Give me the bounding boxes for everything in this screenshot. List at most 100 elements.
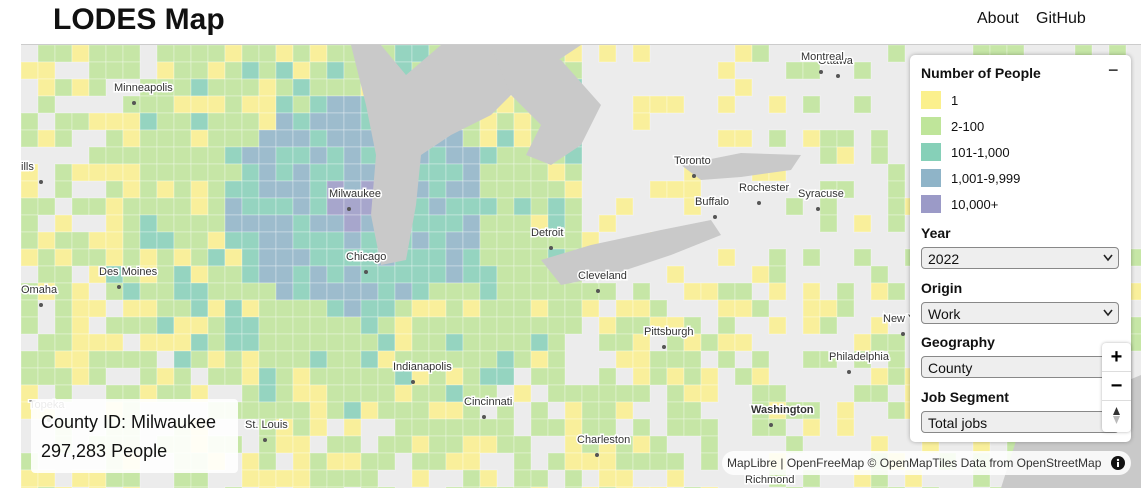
- dropdown[interactable]: Total jobs: [921, 410, 1119, 433]
- county-cell: [122, 248, 141, 267]
- county-cell: [564, 197, 583, 216]
- county-cell: [190, 163, 209, 182]
- county-cell: [156, 129, 175, 148]
- county-cell: [649, 350, 668, 369]
- county-cell: [275, 45, 294, 63]
- county-cell: [428, 282, 447, 301]
- county-cell: [326, 367, 345, 386]
- county-cell: [479, 248, 498, 267]
- county-cell: [207, 45, 226, 63]
- county-cell: [139, 231, 158, 250]
- info-icon[interactable]: [1111, 456, 1125, 470]
- county-cell: [292, 78, 311, 97]
- county-cell: [224, 299, 243, 318]
- county-cell: [428, 197, 447, 216]
- county-cell: [717, 299, 736, 318]
- zoom-out[interactable]: −: [1102, 372, 1131, 401]
- county-cell: [428, 231, 447, 250]
- county-cell: [428, 452, 447, 471]
- county-cell: [156, 316, 175, 335]
- county-cell: [377, 435, 396, 454]
- county-cell: [547, 418, 566, 437]
- county-cell: [173, 180, 192, 199]
- county-cell: [241, 265, 260, 284]
- city-label: Washington: [751, 404, 814, 416]
- county-cell: [632, 452, 651, 471]
- county-cell: [479, 163, 498, 182]
- county-cell: [292, 197, 311, 216]
- county-cell: [496, 265, 515, 284]
- county-cell: [224, 316, 243, 335]
- county-cell: [445, 401, 464, 420]
- county-cell: [513, 197, 532, 216]
- attribution-data[interactable]: Data from OpenStreetMap: [960, 456, 1102, 470]
- county-cell: [615, 333, 634, 352]
- county-cell: [615, 350, 634, 369]
- county-cell: [394, 45, 413, 63]
- nav-link[interactable]: GitHub: [1036, 10, 1086, 27]
- county-cell: [241, 367, 260, 386]
- county-cell: [734, 45, 753, 63]
- county-cell: [666, 265, 685, 284]
- city-dot: [816, 207, 820, 211]
- county-cell: [479, 214, 498, 233]
- county-cell: [241, 214, 260, 233]
- collapse-button[interactable]: −: [1108, 60, 1119, 80]
- county-cell: [360, 316, 379, 335]
- county-cell: [275, 129, 294, 148]
- county-cell: [122, 146, 141, 165]
- county-cell: [513, 384, 532, 403]
- county-cell: [462, 163, 481, 182]
- county-cell: [275, 146, 294, 165]
- compass[interactable]: [1102, 401, 1131, 430]
- county-cell: [207, 197, 226, 216]
- county-cell: [258, 146, 277, 165]
- dropdown[interactable]: County: [921, 356, 1119, 378]
- county-cell: [326, 350, 345, 369]
- county-cell: [615, 299, 634, 318]
- city-label: Toronto: [674, 155, 711, 167]
- county-cell: [411, 282, 430, 301]
- county-cell: [207, 129, 226, 148]
- county-cell: [275, 231, 294, 250]
- county-cell: [275, 248, 294, 267]
- zoom-control: + −: [1102, 343, 1131, 432]
- county-cell: [292, 45, 311, 63]
- county-cell: [462, 129, 481, 148]
- county-cell: [105, 112, 124, 131]
- county-cell: [479, 197, 498, 216]
- county-cell: [190, 112, 209, 131]
- county-cell: [173, 333, 192, 352]
- county-cell: [190, 45, 209, 63]
- county-cell: [139, 214, 158, 233]
- county-cell: [394, 316, 413, 335]
- county-cell: [479, 418, 498, 437]
- county-cell: [122, 45, 141, 63]
- county-cell: [802, 282, 821, 301]
- county-cell: [513, 214, 532, 233]
- county-cell: [564, 384, 583, 403]
- attribution-libs[interactable]: MapLibre | OpenFreeMap © OpenMapTiles: [727, 456, 958, 470]
- county-cell: [71, 367, 90, 386]
- county-cell: [173, 61, 192, 80]
- county-cell: [564, 214, 583, 233]
- county-cell: [768, 418, 787, 437]
- county-cell: [496, 180, 515, 199]
- dropdown[interactable]: Work: [921, 301, 1119, 324]
- county-cell: [547, 316, 566, 335]
- county-cell: [105, 316, 124, 335]
- county-cell: [547, 163, 566, 182]
- nav-link[interactable]: About: [977, 10, 1019, 27]
- county-cell: [139, 282, 158, 301]
- county-cell: [326, 129, 345, 148]
- county-cell: [54, 45, 73, 63]
- county-cell: [462, 367, 481, 386]
- county-cell: [190, 61, 209, 80]
- city-dot: [347, 207, 351, 211]
- dropdown[interactable]: 2022: [921, 247, 1119, 269]
- county-cell: [224, 95, 243, 114]
- county-cell: [224, 129, 243, 148]
- county-cell: [71, 231, 90, 250]
- county-cell: [258, 435, 277, 454]
- zoom-in[interactable]: +: [1102, 343, 1131, 372]
